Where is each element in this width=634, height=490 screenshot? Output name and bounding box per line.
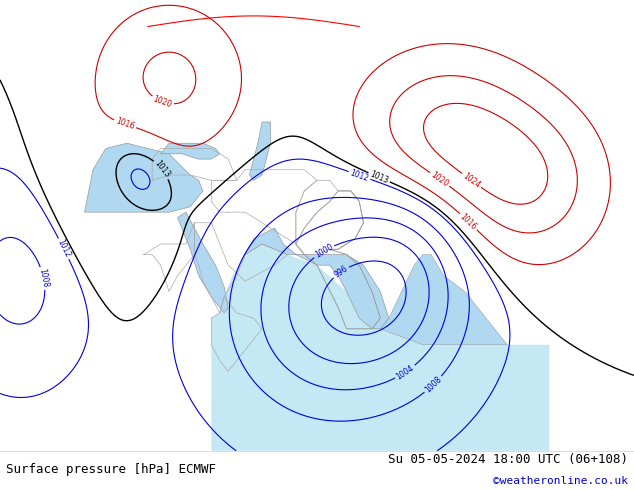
- Text: 1012: 1012: [349, 168, 370, 183]
- Text: 1008: 1008: [37, 268, 50, 289]
- Text: 996: 996: [332, 264, 349, 280]
- Text: 1013: 1013: [368, 170, 390, 185]
- Text: Su 05-05-2024 18:00 UTC (06+108): Su 05-05-2024 18:00 UTC (06+108): [387, 453, 628, 466]
- Polygon shape: [178, 212, 228, 313]
- Text: 1008: 1008: [424, 374, 443, 394]
- Text: 1020: 1020: [152, 95, 173, 109]
- Text: 1012: 1012: [55, 238, 72, 259]
- Polygon shape: [84, 143, 203, 212]
- Text: Surface pressure [hPa] ECMWF: Surface pressure [hPa] ECMWF: [6, 463, 216, 476]
- Text: 1016: 1016: [114, 117, 136, 131]
- Text: 1020: 1020: [429, 170, 450, 189]
- Text: ©weatheronline.co.uk: ©weatheronline.co.uk: [493, 476, 628, 486]
- Text: 1016: 1016: [458, 212, 479, 231]
- Polygon shape: [380, 255, 507, 345]
- Polygon shape: [211, 244, 550, 451]
- Polygon shape: [160, 143, 220, 159]
- Text: 1013: 1013: [152, 159, 171, 180]
- Text: 1024: 1024: [461, 171, 482, 190]
- Polygon shape: [245, 228, 389, 329]
- Polygon shape: [249, 122, 271, 180]
- Text: 1000: 1000: [313, 243, 335, 260]
- Text: 1004: 1004: [395, 363, 416, 381]
